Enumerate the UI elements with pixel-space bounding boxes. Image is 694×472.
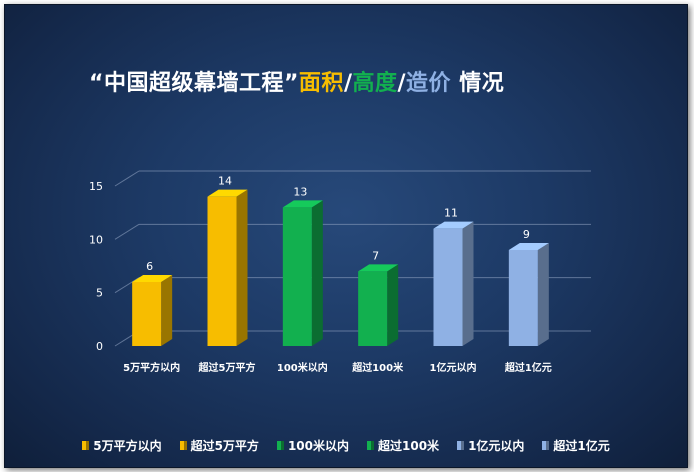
bar-top [433,221,474,229]
bar-side [236,189,248,346]
legend-swatch [367,441,374,450]
chart-title: “中国超级幕墙工程”面积/高度/造价 情况 [89,65,504,97]
legend-label: 1亿元以内 [468,439,525,453]
x-tick-label: 超过100米 [351,361,404,374]
grid-depth-line [114,170,140,187]
x-tick-label: 100米以内 [277,361,328,374]
legend-label: 超过1亿元 [553,439,610,453]
bar-side [462,221,474,346]
bar-1 [132,275,173,346]
data-label: 11 [444,207,458,220]
x-tick-label: 5万平方以内 [123,361,180,374]
bar-front [207,196,237,346]
legend-item: 5万平方以内 [82,437,162,454]
bar-4 [358,264,399,346]
bar-side [311,200,323,346]
title-area: 面积 [298,71,344,96]
legend-label: 超过5万平方 [190,439,259,453]
legend-item: 1亿元以内 [457,437,524,454]
legend-label: 超过100米 [378,439,440,453]
title-tail: 情况 [459,71,505,96]
title-height: 高度 [352,71,398,96]
bar-top [207,189,248,197]
x-tick-label: 超过1亿元 [504,361,552,374]
bar-top [358,264,399,272]
bar-front [433,228,463,346]
bar-chart: 0 5 10 15 6 5万平方以内 14 超过5万平方 13 100米以内 7 超过100米 11 1亿… [89,170,591,374]
legend-label: 100米以内 [287,439,349,453]
legend-swatch [179,441,187,450]
x-tick-label: 超过5万平方 [198,361,256,374]
legend-item: 超过5万平方 [179,437,259,454]
chart-frame: “中国超级幕墙工程”面积/高度/造价 情况 0 5 10 15 6 5万平方以内 14 超过5… [4,4,688,468]
bar-side [387,264,399,346]
bar-2 [207,189,248,346]
bar-top [508,243,549,250]
chart-legend: 5万平方以内 超过5万平方 100米以内 超过100米 1亿元以内 超过1亿元 [5,437,687,454]
data-label: 7 [372,249,379,262]
data-label: 14 [218,175,232,188]
y-tick-label: 15 [89,180,103,193]
bar-front [132,282,162,346]
bar-side [161,275,173,346]
y-tick-label: 10 [89,233,103,246]
bar-side [537,243,549,346]
legend-swatch [276,441,284,450]
bar-top [132,275,173,282]
title-cost: 造价 [406,71,452,96]
legend-swatch [542,441,550,450]
data-label: 9 [523,228,530,241]
title-main: “中国超级幕墙工程” [89,71,299,96]
bar-top [282,200,323,208]
legend-item: 超过1亿元 [542,437,610,454]
title-slash-2: / [397,71,407,96]
bar-front [358,271,388,346]
bar-front [508,250,538,346]
legend-swatch [457,441,465,450]
grid-depth-line [114,223,140,240]
legend-label: 5万平方以内 [93,439,162,453]
bar-5 [433,221,474,346]
grid-depth-line [114,277,140,294]
legend-swatch [82,441,90,450]
y-tick-label: 0 [96,340,103,353]
bar-6 [508,243,549,346]
legend-item: 100米以内 [276,437,349,454]
y-tick-label: 5 [96,287,103,300]
data-label: 13 [293,185,307,198]
data-label: 6 [146,260,153,273]
bar-3 [282,200,323,346]
bar-front [282,207,312,346]
title-slash-1: / [343,71,353,96]
legend-item: 超过100米 [367,437,439,454]
x-tick-label: 1亿元以内 [430,361,477,374]
